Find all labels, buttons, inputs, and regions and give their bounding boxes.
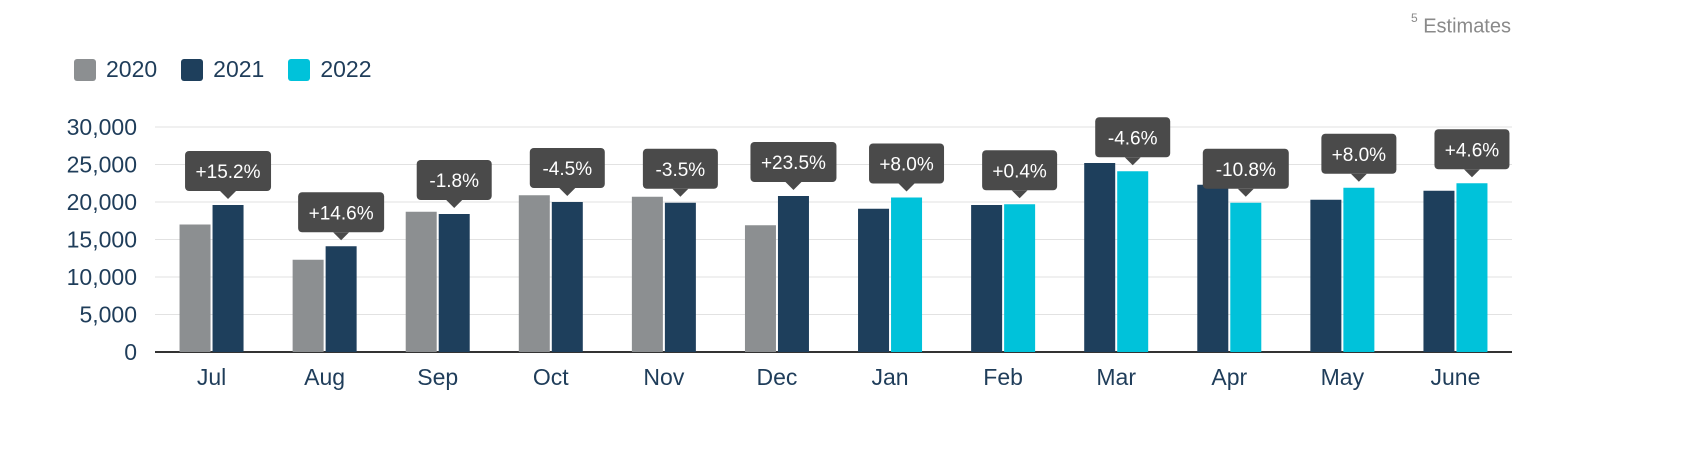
legend-swatch-2020 [74,58,96,81]
bar-2020-jul [179,224,211,352]
bar-2021-feb [971,205,1003,352]
bar-2021-jul [212,205,244,352]
x-tick-label: June [1431,364,1481,390]
bar-2021-aug [325,246,357,352]
x-tick-label: Apr [1211,364,1247,390]
legend: 2020 2021 2022 [74,56,396,83]
x-tick-label: Jan [871,364,908,390]
change-callout-box [185,151,272,191]
bar-2020-dec [744,225,776,352]
bar-2022-jan [891,197,923,352]
change-callout-pointer [1237,188,1254,197]
change-label: -4.5% [542,159,592,180]
change-callout-pointer [333,232,350,241]
x-tick-label: Feb [983,364,1023,390]
x-tick-label: Dec [757,364,798,390]
change-label: -1.8% [429,171,479,192]
change-label: +14.6% [309,203,374,224]
change-callout-pointer [446,200,463,208]
footnote-marker: 5 [1410,11,1418,25]
change-callout-box [869,143,945,184]
legend-item-2021: 2021 [181,56,264,83]
change-label: -3.5% [656,160,706,181]
change-label: +23.5% [761,153,826,174]
legend-item-2022: 2022 [288,56,372,83]
bar-2021-nov [664,202,696,352]
x-tick-label: Aug [304,364,345,390]
change-label: -10.8% [1216,160,1276,181]
x-tick-label: Mar [1096,364,1136,390]
bar-2020-aug [292,259,324,352]
change-callout-box [1202,148,1289,189]
bar-2020-oct [518,195,550,352]
x-tick-label: Jul [197,364,226,390]
bar-2022-mar [1117,171,1149,352]
legend-label-2021: 2021 [213,56,265,82]
change-callout-box [750,142,837,182]
y-tick-label: 15,000 [67,227,137,253]
change-label: +8.0% [1332,145,1387,166]
bar-2021-oct [551,202,583,352]
bar-2021-may [1310,199,1342,352]
change-callout-box [1434,129,1510,170]
bar-2021-june [1423,190,1455,352]
y-tick-label: 5,000 [79,302,137,328]
change-label: -4.6% [1108,128,1158,149]
change-callout-pointer [559,188,576,196]
change-callout-pointer [785,182,802,190]
x-tick-label: May [1321,364,1365,390]
bar-2021-jan [858,208,890,352]
bar-2021-sep [438,214,470,352]
legend-item-2020: 2020 [74,56,157,83]
legend-label-2022: 2022 [320,56,372,82]
change-callout-pointer [898,183,915,192]
change-callout-box [529,148,605,188]
footnote: 5 Estimates [1410,11,1511,39]
change-callout-pointer [1124,157,1141,166]
change-callout-box [642,148,718,189]
change-label: +8.0% [879,155,934,176]
change-callout-box [1321,133,1397,174]
legend-swatch-2022 [288,58,311,81]
x-tick-label: Nov [643,364,684,390]
change-label: +0.4% [992,161,1047,182]
legend-swatch-2021 [181,58,204,81]
legend-label-2020: 2020 [106,56,158,82]
change-callout-pointer [1350,173,1367,182]
bar-2021-apr [1197,184,1229,352]
y-tick-label: 0 [124,339,137,365]
change-callout-pointer [220,191,237,199]
change-label: +4.6% [1445,140,1500,161]
bar-2022-june [1456,183,1488,352]
change-callout-pointer [1011,190,1028,199]
bar-2021-dec [777,196,809,352]
x-tick-label: Sep [417,364,458,390]
y-tick-label: 10,000 [67,264,137,290]
bar-2020-nov [631,196,663,352]
change-callout-box [416,160,492,200]
change-callout-box [1095,117,1171,158]
change-label: +15.2% [196,162,261,183]
footnote-text: Estimates [1423,15,1511,38]
change-callout-pointer [672,188,689,197]
change-callout-pointer [1463,169,1480,178]
y-tick-label: 30,000 [67,114,137,140]
bar-2020-sep [405,211,437,352]
change-callout-box [298,192,385,233]
bar-2022-apr [1230,202,1262,352]
bar-2021-mar [1084,163,1116,352]
y-tick-label: 20,000 [67,189,137,215]
change-callout-box [982,150,1058,191]
x-tick-label: Oct [533,364,569,390]
bar-2022-feb [1004,204,1036,352]
bar-2022-may [1343,187,1375,352]
y-tick-label: 25,000 [67,152,137,178]
